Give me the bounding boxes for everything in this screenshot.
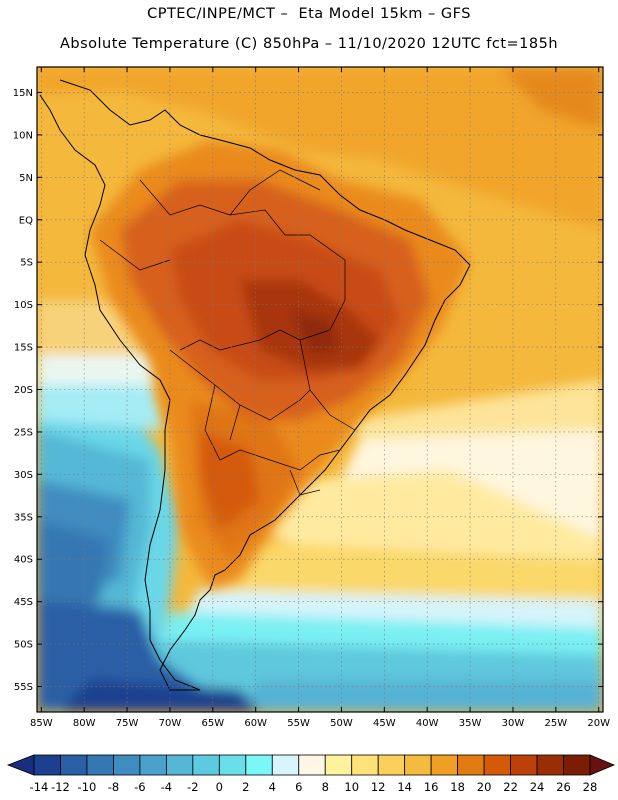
colorbar-swatch bbox=[192, 754, 220, 776]
lon-label: 35W bbox=[459, 718, 482, 729]
chart-title: CPTEC/INPE/MCT – Eta Model 15km – GFS bbox=[147, 6, 471, 22]
colorbar-swatch bbox=[404, 754, 432, 776]
colorbar-swatch bbox=[483, 754, 511, 776]
colorbar-label: 2 bbox=[242, 780, 249, 794]
lat-label: 30S bbox=[14, 470, 33, 481]
lat-label: 10N bbox=[13, 130, 33, 141]
colorbar-label: 24 bbox=[530, 780, 545, 794]
map-axes: 15N 10N 5N EQ 5S 10S 15S 20S 25S 30S 35S 40S 45S 50S 5… bbox=[13, 67, 610, 729]
lat-label: 5S bbox=[20, 258, 33, 269]
colorbar-label: 16 bbox=[424, 780, 439, 794]
lon-label: 25W bbox=[545, 718, 568, 729]
colorbar-swatch bbox=[430, 754, 459, 776]
colorbar-label: -4 bbox=[161, 780, 172, 794]
colorbar-swatch bbox=[86, 754, 114, 776]
lon-label: 85W bbox=[30, 718, 53, 729]
colorbar-swatch bbox=[218, 754, 247, 776]
lat-label: 15N bbox=[13, 88, 33, 99]
temperature-field bbox=[37, 67, 603, 712]
lat-label: 35S bbox=[14, 512, 33, 523]
lon-label: 70W bbox=[159, 718, 182, 729]
lon-label: 60W bbox=[244, 718, 267, 729]
lat-label: EQ bbox=[19, 215, 33, 226]
colorbar-label: 6 bbox=[295, 780, 302, 794]
colorbar-swatch bbox=[245, 754, 273, 776]
colorbar-label: -10 bbox=[78, 780, 97, 794]
lon-label: 30W bbox=[502, 718, 525, 729]
colorbar-label: 28 bbox=[583, 780, 598, 794]
colorbar-swatch bbox=[33, 754, 61, 776]
lon-label: 45W bbox=[373, 718, 396, 729]
colorbar-swatch bbox=[457, 754, 485, 776]
lat-label: 40S bbox=[14, 555, 33, 566]
colorbar-label: 12 bbox=[371, 780, 386, 794]
colorbar-swatch bbox=[60, 754, 88, 776]
colorbar-label: 0 bbox=[216, 780, 223, 794]
colorbar-swatch bbox=[165, 754, 194, 776]
colorbar-label: 4 bbox=[269, 780, 276, 794]
colorbar-swatch bbox=[536, 754, 564, 776]
colorbar-over-arrow bbox=[589, 754, 616, 776]
colorbar-label: 22 bbox=[503, 780, 518, 794]
colorbar-swatch bbox=[139, 754, 167, 776]
colorbar-swatch bbox=[563, 754, 591, 776]
colorbar-label: 20 bbox=[477, 780, 492, 794]
lat-label: 5N bbox=[19, 173, 33, 184]
coastline bbox=[39, 79, 471, 691]
lat-label: 55S bbox=[14, 682, 33, 693]
lat-label: 45S bbox=[14, 597, 33, 608]
colorbar-swatch bbox=[298, 754, 326, 776]
colorbar-swatch bbox=[351, 754, 379, 776]
lon-label: 80W bbox=[73, 718, 96, 729]
lat-label: 50S bbox=[14, 640, 33, 651]
colorbar-label: -12 bbox=[51, 780, 70, 794]
lon-label: 50W bbox=[330, 718, 353, 729]
chart-subtitle: Absolute Temperature (C) 850hPa – 11/10/… bbox=[59, 36, 559, 52]
colorbar-label: -2 bbox=[187, 780, 198, 794]
lon-label: 40W bbox=[416, 718, 439, 729]
lat-label: 25S bbox=[14, 427, 33, 438]
colorbar-label: -6 bbox=[134, 780, 145, 794]
colorbar-label: 14 bbox=[397, 780, 412, 794]
colorbar-label: 26 bbox=[556, 780, 571, 794]
colorbar-swatch bbox=[324, 754, 353, 776]
colorbar-label: 18 bbox=[450, 780, 465, 794]
lat-label: 20S bbox=[14, 385, 33, 396]
lon-label: 20W bbox=[587, 718, 610, 729]
colorbar-under-arrow bbox=[6, 754, 35, 776]
colorbar-label: 10 bbox=[344, 780, 359, 794]
colorbar-swatch bbox=[113, 754, 141, 776]
colorbar-swatch bbox=[271, 754, 300, 776]
country-borders bbox=[99, 169, 356, 496]
colorbar-swatch bbox=[510, 754, 538, 776]
colorbar-swatch bbox=[377, 754, 406, 776]
lat-label: 15S bbox=[14, 343, 33, 354]
lon-label: 75W bbox=[116, 718, 139, 729]
colorbar-label: -8 bbox=[108, 780, 119, 794]
colorbar-label: -14 bbox=[30, 780, 49, 794]
lon-label: 55W bbox=[287, 718, 310, 729]
lon-label: 65W bbox=[201, 718, 224, 729]
lat-label: 10S bbox=[14, 300, 33, 311]
colorbar-label: 8 bbox=[322, 780, 329, 794]
